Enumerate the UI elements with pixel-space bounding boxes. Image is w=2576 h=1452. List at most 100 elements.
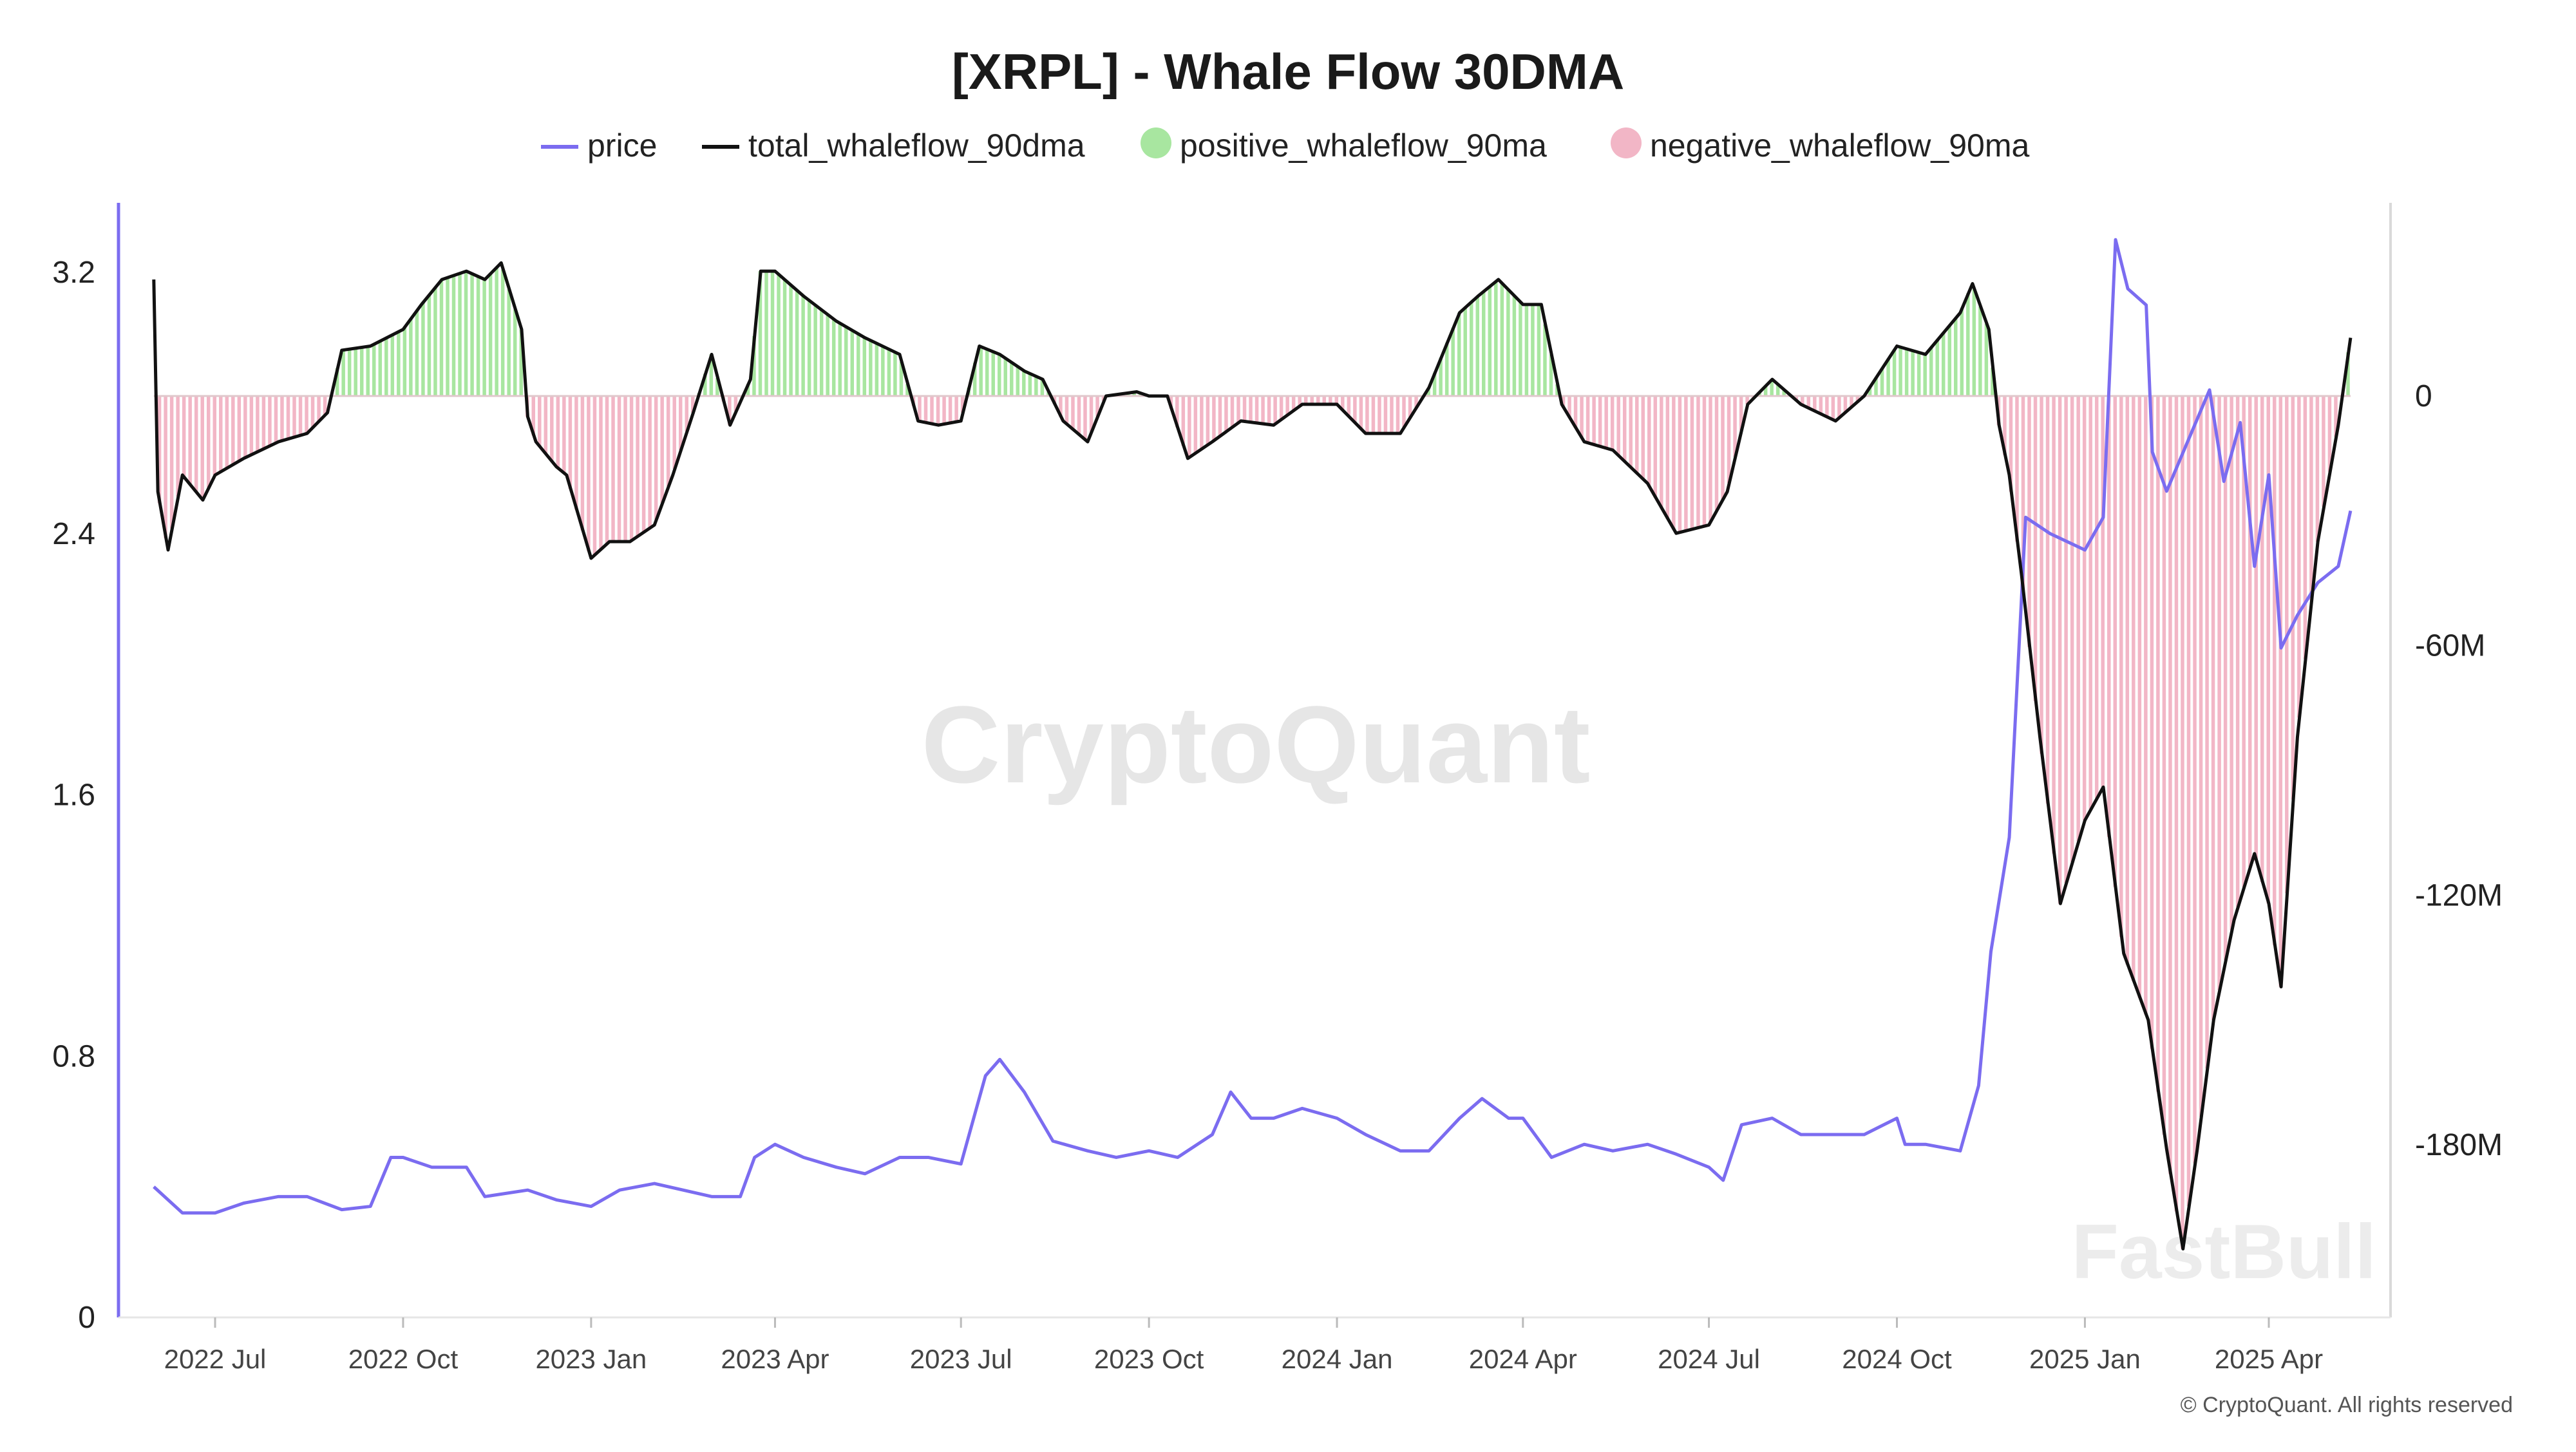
negative-flow-bar [544, 396, 548, 454]
positive-flow-bar [1475, 296, 1479, 396]
negative-flow-bar [1188, 396, 1191, 457]
negative-flow-bar [1678, 396, 1682, 533]
negative-flow-bar [2285, 396, 2289, 893]
negative-flow-bar [667, 396, 670, 486]
x-tick-label: 2025 Apr [2215, 1344, 2323, 1374]
negative-flow-bar [1396, 396, 1400, 433]
positive-flow-bar [348, 349, 352, 396]
positive-flow-bar [501, 270, 505, 396]
negative-flow-bar [587, 396, 591, 551]
y-left-tick-label: 3.2 [52, 256, 95, 290]
negative-flow-bar [274, 396, 278, 443]
negative-flow-bar [623, 396, 627, 542]
positive-flow-bar [1911, 351, 1915, 396]
positive-flow-bar [991, 352, 995, 396]
positive-flow-bar [458, 273, 462, 396]
positive-flow-bar [838, 323, 842, 396]
positive-flow-bar [1501, 284, 1504, 396]
negative-flow-bar [593, 396, 597, 554]
negative-flow-bar [2217, 396, 2221, 990]
negative-flow-bar [1580, 396, 1584, 438]
positive-flow-bar [783, 280, 787, 396]
negative-flow-bar [2248, 396, 2252, 867]
negative-flow-bar [556, 396, 560, 468]
negative-flow-bar [200, 396, 204, 500]
legend-total_whaleflow_90dma-label: total_whaleflow_90dma [748, 127, 1085, 164]
negative-flow-bar [562, 396, 566, 473]
positive-flow-bar [360, 347, 364, 396]
positive-flow-bar [1960, 308, 1964, 396]
legend-negative_whaleflow_90ma-label: negative_whaleflow_90ma [1650, 127, 2029, 164]
positive-flow-bar [1537, 305, 1541, 396]
negative-flow-bar [170, 396, 174, 529]
negative-flow-bar [2156, 396, 2160, 1091]
negative-flow-bar [569, 396, 573, 489]
negative-flow-bar [311, 396, 315, 427]
positive-flow-bar [397, 332, 401, 396]
positive-flow-bar [1942, 332, 1946, 396]
negative-flow-bar [1359, 396, 1363, 429]
positive-flow-bar [1923, 354, 1927, 396]
negative-flow-bar [618, 396, 621, 542]
positive-flow-bar [1482, 291, 1486, 396]
x-tick-label: 2024 Jan [1282, 1344, 1393, 1374]
negative-flow-bar [1365, 396, 1369, 433]
negative-flow-bar [2297, 396, 2301, 717]
negative-flow-bar [1709, 396, 1712, 522]
positive-flow-bar [1985, 324, 1989, 396]
positive-flow-bar [1973, 289, 1976, 396]
positive-flow-bar [482, 279, 486, 396]
positive-flow-bar [1531, 305, 1535, 396]
positive-flow-bar [403, 326, 407, 396]
negative-flow-bar [636, 396, 639, 536]
positive-flow-bar [1488, 286, 1492, 396]
negative-flow-bar [305, 396, 308, 433]
negative-flow-bar [262, 396, 266, 449]
chart-title: [XRPL] - Whale Flow 30DMA [952, 43, 1624, 100]
negative-flow-bar [225, 396, 229, 468]
positive-flow-bar [495, 267, 498, 396]
negative-flow-bar [219, 396, 223, 471]
negative-flow-bar [1384, 396, 1388, 433]
negative-flow-bar [243, 396, 247, 457]
negative-flow-bar [1684, 396, 1688, 531]
positive-flow-bar [826, 315, 829, 396]
negative-flow-bar [1378, 396, 1381, 433]
negative-flow-bar [1715, 396, 1719, 510]
negative-flow-bar [1255, 396, 1259, 423]
legend-negative_whaleflow_90ma-dot-icon [1611, 127, 1642, 158]
negative-flow-bar [238, 396, 242, 461]
negative-flow-bar [942, 396, 946, 424]
negative-flow-bar [1629, 396, 1633, 467]
negative-flow-bar [605, 396, 609, 543]
y-right-tick-label: -60M [2415, 629, 2485, 663]
positive-flow-bar [440, 279, 444, 396]
negative-flow-bar [2046, 396, 2050, 804]
negative-flow-bar [2119, 396, 2123, 937]
negative-flow-bar [2083, 396, 2087, 820]
positive-flow-bar [801, 296, 805, 396]
negative-flow-bar [1825, 396, 1829, 417]
positive-flow-bar [1525, 305, 1529, 396]
positive-flow-bar [421, 302, 425, 396]
negative-flow-bar [287, 396, 290, 438]
negative-flow-bar [1218, 396, 1222, 436]
positive-flow-bar [489, 273, 493, 396]
negative-flow-bar [2150, 396, 2154, 1049]
positive-flow-bar [1886, 359, 1890, 396]
negative-flow-bar [1837, 396, 1841, 417]
negative-flow-bar [2309, 396, 2313, 600]
x-tick-label: 2024 Apr [1469, 1344, 1577, 1374]
positive-flow-bar [1470, 302, 1473, 396]
legend-positive_whaleflow_90ma-label: positive_whaleflow_90ma [1180, 127, 1547, 164]
positive-flow-bar [1966, 294, 1970, 396]
negative-flow-bar [1285, 396, 1289, 415]
negative-flow-bar [654, 396, 658, 520]
negative-flow-bar [1236, 396, 1240, 422]
positive-flow-bar [507, 290, 511, 396]
negative-flow-bar [642, 396, 646, 532]
negative-flow-bar [2181, 396, 2184, 1249]
negative-flow-bar [1660, 396, 1663, 508]
negative-flow-bar [1249, 396, 1253, 422]
negative-flow-bar [1194, 396, 1198, 453]
